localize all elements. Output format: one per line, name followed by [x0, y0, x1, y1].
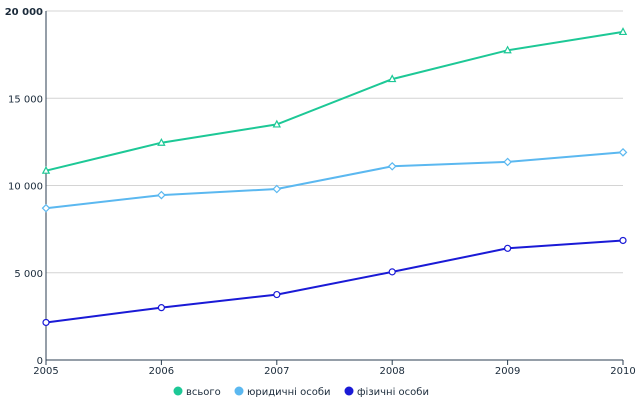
legend: всього юридичні особи фізичні особи [173, 386, 429, 399]
data-point [41, 203, 51, 213]
series-3 [42, 236, 627, 327]
data-point [387, 74, 397, 83]
legend-marker-icon [173, 386, 183, 396]
data-point [42, 318, 50, 327]
data-point [619, 236, 627, 245]
data-point [618, 147, 628, 157]
y-tick-label: 20 000 [5, 7, 43, 18]
legend-label: юридичні особи [247, 386, 330, 398]
data-point [273, 290, 281, 299]
data-point [388, 268, 396, 276]
data-point [41, 165, 51, 174]
x-tick-label: 2007 [264, 366, 289, 377]
legend-item[interactable]: фізичні особи [344, 386, 429, 398]
legend-label: всього [186, 387, 221, 398]
legend-label: фізичні особи [357, 386, 429, 398]
data-point [157, 190, 166, 200]
grid-layer [46, 10, 623, 274]
legend-item[interactable]: юридичні особи [234, 386, 331, 398]
x-tick-label: 2005 [33, 366, 58, 377]
data-point [387, 161, 397, 171]
y-tick-label: 10 000 [8, 182, 43, 193]
y-tick-label: 15 000 [8, 94, 43, 105]
data-point [157, 137, 166, 146]
data-point [618, 27, 628, 36]
series-line [45, 239, 624, 324]
x-tick-label: 2010 [610, 366, 635, 377]
series-layer [41, 27, 628, 327]
data-point [504, 244, 512, 252]
y-tick-label: 5 000 [14, 269, 43, 280]
axis-layer: 0 5 000 10 000 15 000 20 000 2005 2006 2007 2008… [5, 7, 636, 377]
x-tick-label: 2009 [495, 366, 520, 377]
x-tick-label: 2008 [379, 366, 404, 377]
series-line [45, 30, 624, 172]
y-tick-label: 0 [37, 356, 43, 367]
data-point [157, 304, 165, 312]
data-point [503, 157, 512, 167]
series-line [45, 151, 624, 210]
data-point [503, 45, 512, 54]
legend-marker-icon [234, 386, 244, 396]
series-2 [41, 147, 628, 213]
legend-marker-icon [344, 386, 354, 396]
series-1 [41, 27, 628, 174]
x-tick-label: 2006 [149, 366, 174, 377]
data-point [272, 119, 282, 128]
data-point [272, 184, 282, 194]
legend-item[interactable]: всього [173, 386, 221, 399]
